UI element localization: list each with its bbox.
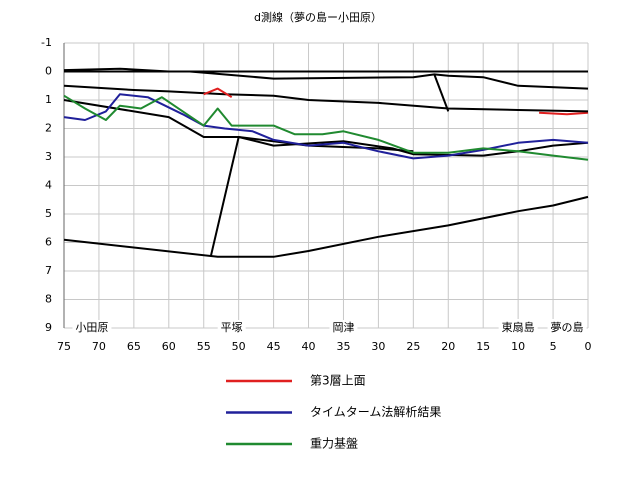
series-line <box>63 84 589 113</box>
chart-title: d測線（夢の島ー小田原） <box>254 10 382 24</box>
y-tick-label: -1 <box>41 36 52 49</box>
x-tick-label: 20 <box>441 340 455 353</box>
y-tick-label: 2 <box>45 122 52 135</box>
y-tick-label: 9 <box>45 321 52 334</box>
x-tick-label: 5 <box>550 340 557 353</box>
legend-label: 第3層上面 <box>310 374 366 388</box>
y-tick-label: 5 <box>45 207 52 220</box>
y-tick-label: 1 <box>45 93 52 106</box>
annotation: 東扇島 <box>502 320 535 334</box>
x-tick-label: 75 <box>57 340 71 353</box>
legend-label: 重力基盤 <box>310 437 358 451</box>
annotation-bg <box>498 319 538 335</box>
y-tick-label: 0 <box>45 65 52 78</box>
series-line <box>539 111 589 116</box>
annotation: 平塚 <box>221 321 243 334</box>
annotation-bg <box>72 320 112 335</box>
x-tick-label: 60 <box>162 340 176 353</box>
y-tick-label: 7 <box>45 264 52 277</box>
x-tick-label: 65 <box>127 340 141 353</box>
y-tick-label: 4 <box>45 179 52 192</box>
y-tick-label: 8 <box>45 293 52 306</box>
annotation: 岡津 <box>332 321 354 334</box>
y-tick-label: 3 <box>45 150 52 163</box>
annotation-bg <box>329 320 358 335</box>
x-tick-label: 35 <box>336 340 350 353</box>
annotation: 小田原 <box>75 321 108 334</box>
series-line <box>63 93 589 160</box>
x-tick-label: 15 <box>476 340 490 353</box>
x-tick-label: 40 <box>302 340 316 353</box>
x-tick-label: 10 <box>511 340 525 353</box>
series-line <box>63 67 588 73</box>
series-line <box>433 74 450 112</box>
legend-label: タイムターム法解析結果 <box>310 405 441 419</box>
series-line <box>63 195 589 258</box>
x-tick-label: 25 <box>406 340 420 353</box>
annotation: 夢の島 <box>551 320 584 334</box>
series-line <box>203 87 233 99</box>
x-tick-label: 50 <box>232 340 246 353</box>
x-tick-label: 30 <box>371 340 385 353</box>
x-tick-label: 45 <box>267 340 281 353</box>
x-tick-label: 70 <box>92 340 106 353</box>
y-tick-label: 6 <box>45 236 52 249</box>
annotation-bg <box>547 319 587 335</box>
series-line <box>63 94 589 161</box>
series-line <box>209 136 414 258</box>
x-tick-label: 55 <box>197 340 211 353</box>
x-tick-label: 0 <box>585 340 592 353</box>
annotation-bg <box>217 320 246 335</box>
series-line <box>64 70 589 90</box>
